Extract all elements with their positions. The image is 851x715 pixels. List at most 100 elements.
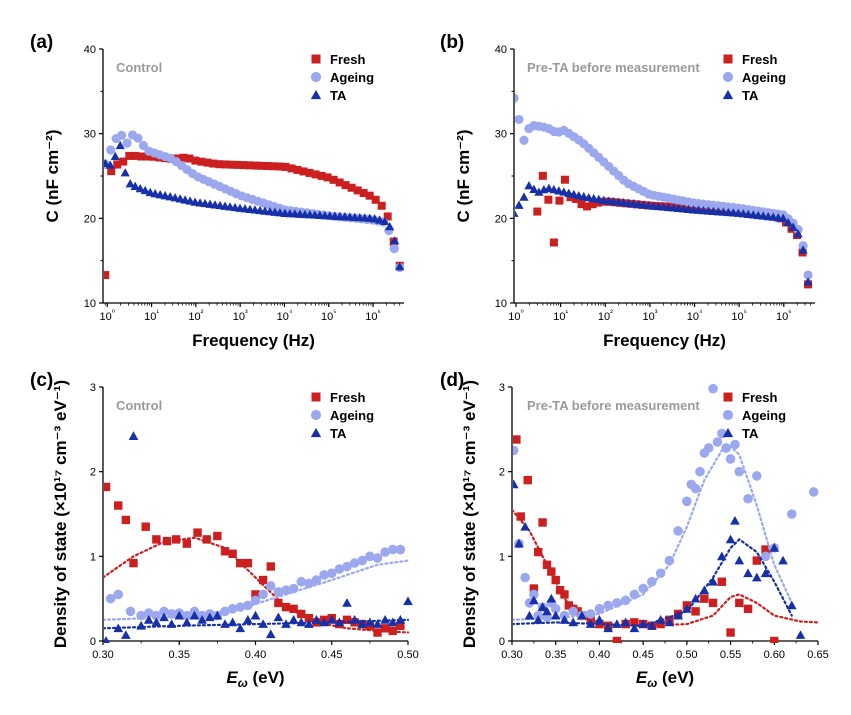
x-tick-label: 0.50: [397, 649, 418, 661]
data-point-ta: [390, 236, 400, 245]
data-point-fresh: [227, 160, 236, 169]
data-point-ta: [793, 229, 803, 238]
y-tick-label: 20: [84, 213, 96, 225]
data-point-fresh: [251, 590, 260, 599]
data-point-fresh: [263, 162, 272, 171]
data-point-ta: [296, 617, 307, 627]
legend-marker-fresh: [723, 54, 733, 64]
data-point-ta: [387, 617, 398, 627]
x-tick-label: 0.30: [501, 649, 522, 661]
condition-label: Control: [116, 60, 162, 75]
data-point-ageing: [620, 595, 631, 606]
data-point-fresh: [197, 157, 206, 166]
legend-marker-ta: [722, 427, 734, 438]
panel-c: 0 1 2 3 0.30 0.35 0.40 0.45 0.50 (c) Control Eω (eV…: [30, 370, 419, 690]
data-point-ta: [533, 615, 544, 624]
data-point-fresh: [549, 238, 558, 247]
data-point-fresh: [533, 207, 542, 216]
legend-label: Ageing: [742, 408, 786, 423]
data-point-fresh: [612, 636, 622, 643]
data-point-ageing: [690, 483, 701, 494]
data-point-fresh: [560, 590, 569, 599]
legend-label: TA: [742, 426, 759, 441]
data-point-ta: [788, 222, 798, 231]
plot-area: [104, 130, 405, 280]
y-tick-label: 40: [84, 44, 96, 56]
data-point-ageing: [550, 604, 561, 614]
x-axis-title: Eω (eV): [226, 668, 284, 690]
y-axis-title: Density of state (×10¹⁷ cm⁻³ eV⁻¹): [51, 380, 70, 648]
condition-label: Pre-TA before measurement: [527, 398, 700, 413]
data-point-ta: [798, 245, 808, 254]
data-point-fresh: [373, 628, 382, 637]
data-point-fresh: [172, 535, 181, 544]
legend-label: TA: [330, 88, 347, 103]
data-point-ta: [647, 620, 657, 630]
data-point-fresh: [317, 171, 326, 180]
data-point-fresh: [691, 607, 700, 616]
data-point-ta: [529, 184, 539, 193]
x-tick-label: 10⁶: [776, 308, 792, 323]
data-point-fresh: [383, 212, 392, 221]
data-point-fresh: [269, 162, 278, 171]
x-tick-label: 10⁴: [687, 308, 703, 323]
plot-area: [104, 431, 413, 643]
x-tick-label: 0.35: [545, 649, 566, 661]
data-point-ta: [281, 619, 291, 628]
data-point-fresh: [104, 271, 110, 280]
data-point-ta: [550, 610, 561, 620]
data-point-fresh: [113, 160, 122, 169]
data-point-ageing: [311, 575, 322, 585]
x-axis-title: Eω (eV): [636, 668, 694, 690]
data-point-ta: [673, 610, 683, 620]
data-point-ageing: [117, 130, 127, 140]
y-tick-label: 3: [499, 382, 505, 394]
data-point-ta: [140, 185, 150, 195]
data-point-fresh: [305, 168, 314, 177]
data-point-ageing: [730, 439, 740, 450]
data-point-fresh: [577, 200, 586, 209]
data-point-fresh: [239, 161, 248, 170]
data-point-fresh: [152, 535, 161, 544]
x-tick-label: 10⁰: [508, 308, 523, 323]
data-point-ta: [559, 615, 570, 624]
data-point-ta: [319, 617, 329, 627]
data-point-ta: [121, 630, 131, 639]
data-point-fresh: [129, 558, 138, 568]
legend-marker-ageing: [310, 71, 322, 83]
data-point-fresh: [275, 162, 284, 171]
data-point-ta: [743, 568, 753, 578]
data-point-fresh: [125, 151, 134, 160]
y-tick-label: 1: [90, 551, 96, 563]
y-tick-label: 0: [499, 636, 505, 648]
data-point-fresh: [179, 153, 188, 162]
data-point-ta: [166, 619, 177, 628]
data-point-ta: [594, 615, 605, 624]
x-tick-label: 0.45: [321, 649, 342, 661]
data-point-fresh: [289, 604, 298, 614]
data-point-ta: [612, 619, 622, 628]
data-point-ageing: [250, 595, 261, 606]
data-point-ta: [577, 610, 587, 620]
data-point-fresh: [377, 201, 386, 210]
data-point-fresh: [743, 604, 753, 614]
y-tick-label: 40: [495, 44, 507, 56]
data-point-ageing: [136, 610, 146, 621]
data-point-ta: [125, 179, 135, 188]
data-point-ageing: [529, 589, 539, 600]
data-point-fresh: [341, 181, 350, 190]
data-point-fresh: [121, 515, 131, 525]
data-point-fresh: [365, 191, 374, 200]
data-point-ageing: [594, 604, 605, 614]
data-point-ta: [699, 585, 710, 595]
data-point-ta: [104, 636, 110, 643]
data-point-ta: [130, 181, 140, 190]
x-tick-label: 0.35: [169, 649, 190, 661]
data-point-fresh: [185, 154, 194, 163]
data-point-ta: [128, 431, 139, 440]
data-point-ta: [529, 595, 539, 605]
x-tick-label: 10⁰: [100, 308, 115, 323]
data-point-ageing: [159, 606, 169, 617]
data-point-ta: [120, 168, 130, 177]
